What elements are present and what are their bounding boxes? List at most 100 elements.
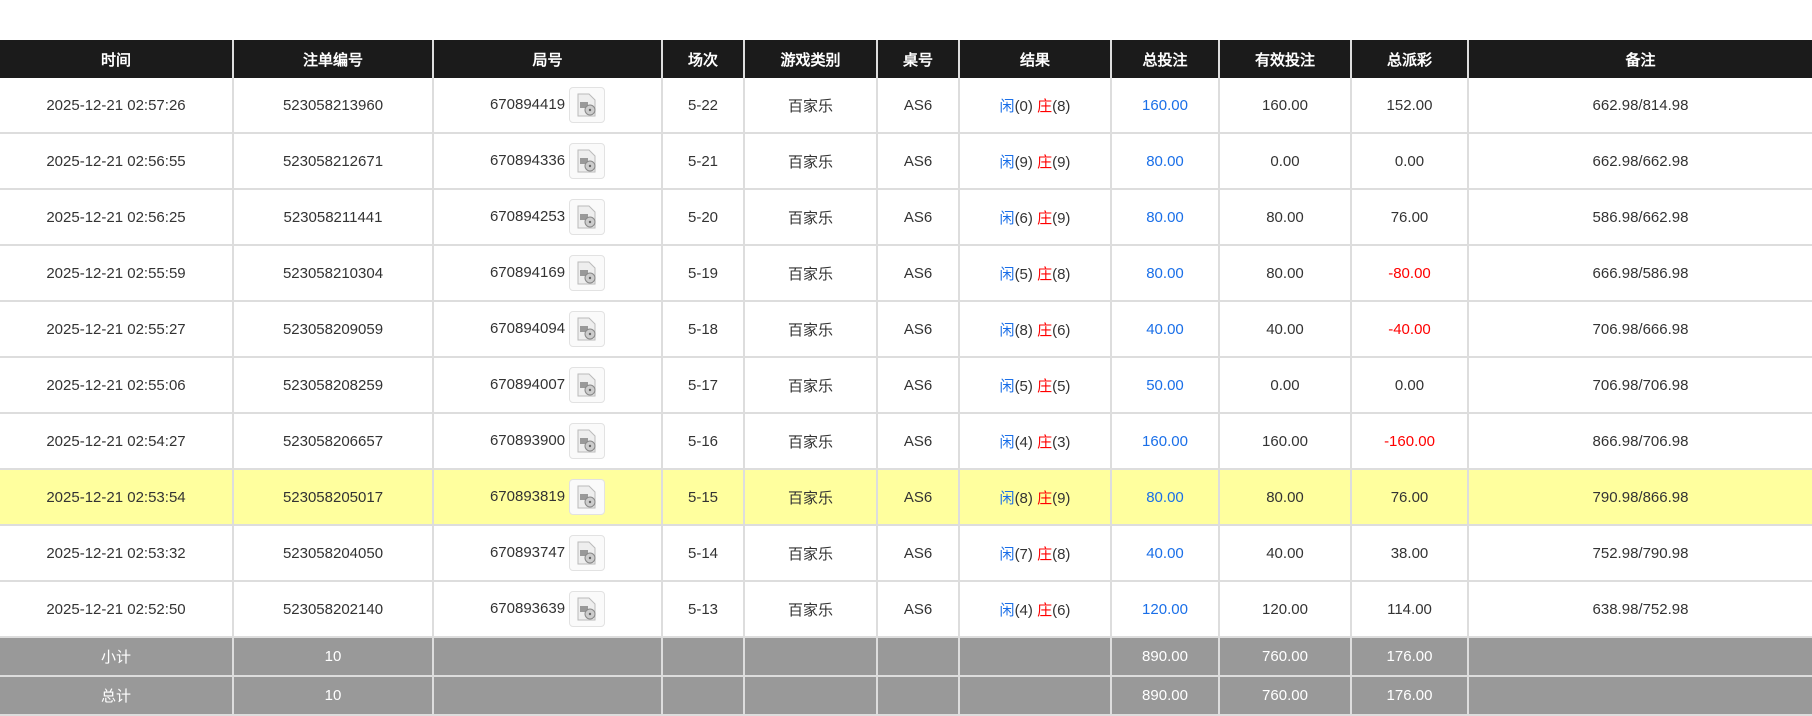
player-score: (6) [1014,209,1033,227]
table-row[interactable]: 2025-12-21 02:56:25 523058211441 6708942… [0,189,1812,246]
player-label: 闲 [999,97,1015,115]
note-cell: 662.98/662.98 [1467,133,1812,190]
valid-bet-cell: 80.00 [1218,469,1351,526]
player-score: (4) [1014,433,1033,451]
column-header: 总派彩 [1350,40,1468,78]
column-header: 局号 [432,40,662,78]
payout-cell: 76.00 [1350,189,1468,246]
table-row[interactable]: 2025-12-21 02:55:59 523058210304 6708941… [0,245,1812,302]
round-number: 670894336 [489,151,566,169]
round-number: 670893900 [489,431,566,449]
game-type-cell: 百家乐 [743,133,877,190]
payout-cell: 0.00 [1350,133,1468,190]
summary-count: 10 [232,676,433,716]
game-type-cell: 百家乐 [743,78,877,134]
table-cell: AS6 [876,78,959,134]
bet-number-cell: 523058202140 [232,581,433,638]
empty-cell [958,676,1111,716]
video-replay-icon[interactable] [569,255,606,291]
video-replay-icon[interactable] [569,87,606,123]
round-cell: 670894094 [432,301,662,358]
player-score: (8) [1014,489,1033,507]
player-label: 闲 [999,545,1015,563]
game-type-cell: 百家乐 [743,469,877,526]
payout-cell: 76.00 [1350,469,1468,526]
valid-bet-cell: 80.00 [1218,245,1351,302]
time-cell: 2025-12-21 02:52:50 [0,581,233,638]
total-bet-cell: 50.00 [1110,357,1219,414]
payout-cell: 0.00 [1350,357,1468,414]
table-row[interactable]: 2025-12-21 02:55:06 523058208259 6708940… [0,357,1812,414]
session-cell: 5-19 [661,245,744,302]
time-cell: 2025-12-21 02:56:25 [0,189,233,246]
result-cell: 闲(7) 庄(8) [958,525,1111,582]
table-row[interactable]: 2025-12-21 02:55:27 523058209059 6708940… [0,301,1812,358]
video-replay-icon[interactable] [569,479,606,515]
bet-records-table: 时间 注单编号 局号 场次 游戏类别 桌号 结果 总投注 有效投注 总派彩 备注 2025-12-2… [0,40,1812,716]
video-replay-icon[interactable] [569,423,606,459]
bet-number-cell: 523058212671 [232,133,433,190]
bet-number-cell: 523058209059 [232,301,433,358]
banker-score: (9) [1052,209,1071,227]
video-replay-icon[interactable] [569,143,606,179]
video-replay-icon[interactable] [569,535,606,571]
video-replay-icon[interactable] [569,591,606,627]
banker-label: 庄 [1037,545,1053,563]
video-replay-icon[interactable] [569,311,606,347]
session-cell: 5-22 [661,78,744,134]
time-cell: 2025-12-21 02:54:27 [0,413,233,470]
note-cell: 706.98/666.98 [1467,301,1812,358]
valid-bet-cell: 0.00 [1218,357,1351,414]
table-row[interactable]: 2025-12-21 02:53:54 523058205017 6708938… [0,469,1812,526]
player-score: (9) [1014,153,1033,171]
player-score: (7) [1014,545,1033,563]
table-row[interactable]: 2025-12-21 02:57:26 523058213960 6708944… [0,78,1812,134]
table-header: 时间 注单编号 局号 场次 游戏类别 桌号 结果 总投注 有效投注 总派彩 备注 [0,40,1812,78]
round-cell: 670893819 [432,469,662,526]
game-type-cell: 百家乐 [743,301,877,358]
time-cell: 2025-12-21 02:55:06 [0,357,233,414]
player-score: (8) [1014,321,1033,339]
time-cell: 2025-12-21 02:53:32 [0,525,233,582]
summary-payout: 176.00 [1350,676,1468,716]
note-cell: 586.98/662.98 [1467,189,1812,246]
round-cell: 670893900 [432,413,662,470]
banker-label: 庄 [1037,377,1053,395]
note-cell: 866.98/706.98 [1467,413,1812,470]
session-cell: 5-15 [661,469,744,526]
video-replay-icon[interactable] [569,199,606,235]
table-row[interactable]: 2025-12-21 02:52:50 523058202140 6708936… [0,581,1812,638]
table-cell: AS6 [876,357,959,414]
player-label: 闲 [999,153,1015,171]
result-cell: 闲(9) 庄(9) [958,133,1111,190]
valid-bet-cell: 0.00 [1218,133,1351,190]
round-number: 670893747 [489,543,566,561]
player-score: (0) [1014,97,1033,115]
table-cell: AS6 [876,413,959,470]
table-row[interactable]: 2025-12-21 02:56:55 523058212671 6708943… [0,133,1812,190]
total-bet-cell: 160.00 [1110,413,1219,470]
banker-score: (9) [1052,153,1071,171]
video-replay-icon[interactable] [569,367,606,403]
game-type-cell: 百家乐 [743,245,877,302]
empty-cell [1467,676,1812,716]
bet-number-cell: 523058204050 [232,525,433,582]
payout-cell: -80.00 [1350,245,1468,302]
banker-score: (9) [1052,489,1071,507]
session-cell: 5-14 [661,525,744,582]
result-cell: 闲(4) 庄(3) [958,413,1111,470]
payout-cell: 38.00 [1350,525,1468,582]
table-row[interactable]: 2025-12-21 02:53:32 523058204050 6708937… [0,525,1812,582]
note-cell: 790.98/866.98 [1467,469,1812,526]
empty-cell [432,637,662,677]
round-cell: 670894169 [432,245,662,302]
time-cell: 2025-12-21 02:55:59 [0,245,233,302]
session-cell: 5-13 [661,581,744,638]
time-cell: 2025-12-21 02:53:54 [0,469,233,526]
banker-label: 庄 [1037,153,1053,171]
game-type-cell: 百家乐 [743,581,877,638]
valid-bet-cell: 40.00 [1218,525,1351,582]
table-cell: AS6 [876,525,959,582]
summary-label: 小计 [0,637,233,677]
table-row[interactable]: 2025-12-21 02:54:27 523058206657 6708939… [0,413,1812,470]
